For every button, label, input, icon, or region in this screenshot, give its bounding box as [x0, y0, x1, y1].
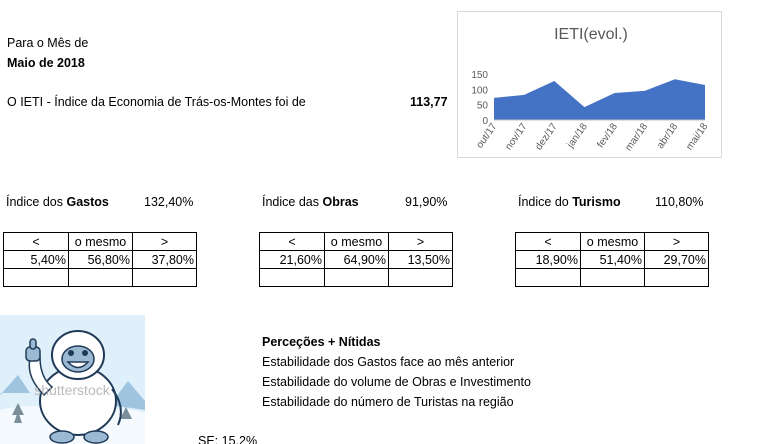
- index-turismo-prefix: Índice do: [518, 195, 573, 209]
- x-tick-label: mar/18: [623, 121, 650, 153]
- x-tick-label: jan/18: [565, 121, 590, 151]
- header-less[interactable]: <: [515, 232, 581, 251]
- table-row: 18,90% 51,40% 29,70%: [515, 250, 709, 269]
- table-row: 5,40% 56,80% 37,80%: [3, 250, 197, 269]
- cell-less[interactable]: 18,90%: [515, 250, 581, 269]
- index-turismo-name: Turismo: [572, 195, 621, 209]
- table-row: 21,60% 64,90% 13,50%: [259, 250, 453, 269]
- index-gastos-name: Gastos: [66, 195, 109, 209]
- ieti-chart[interactable]: IETI(evol.) 0 50 100 150 out/17 nov/17 dez/17…: [457, 11, 722, 158]
- month-label: Para o Mês de: [7, 36, 89, 50]
- table-row-empty: [259, 268, 453, 287]
- header-more[interactable]: >: [644, 232, 709, 251]
- table-row-empty: [3, 268, 197, 287]
- cell-less[interactable]: 21,60%: [259, 250, 325, 269]
- x-tick-label: dez/17: [534, 121, 560, 152]
- x-tick-label: mai/18: [684, 121, 710, 152]
- x-tick-label: out/17: [474, 121, 499, 150]
- table-gastos: < o mesmo > 5,40% 56,80% 37,80%: [3, 232, 197, 287]
- index-gastos-label: Índice dos Gastos: [6, 195, 109, 209]
- index-gastos-prefix: Índice dos: [6, 195, 67, 209]
- x-tick-label: abr/18: [655, 121, 681, 151]
- header-same[interactable]: o mesmo: [580, 232, 645, 251]
- cell-empty[interactable]: [68, 268, 133, 287]
- index-gastos-value: 132,40%: [144, 195, 194, 209]
- cell-more[interactable]: 13,50%: [388, 250, 453, 269]
- table-row-empty: [515, 268, 709, 287]
- cell-same[interactable]: 51,40%: [580, 250, 645, 269]
- cell-empty[interactable]: [259, 268, 325, 287]
- index-turismo-label: Índice do Turismo: [518, 195, 621, 209]
- cell-same[interactable]: 64,90%: [324, 250, 389, 269]
- header-more[interactable]: >: [388, 232, 453, 251]
- chart-title: IETI(evol.): [554, 26, 628, 43]
- y-tick-label: 100: [471, 85, 488, 96]
- yeti-thumbs-up-icon: shutterstock: [0, 315, 145, 444]
- cell-empty[interactable]: [132, 268, 197, 287]
- cell-less[interactable]: 5,40%: [3, 250, 69, 269]
- cell-empty[interactable]: [388, 268, 453, 287]
- x-tick-label: nov/17: [503, 121, 529, 152]
- ieti-value: 113,77: [410, 95, 448, 109]
- ieti-area-series[interactable]: [494, 79, 705, 120]
- cell-empty[interactable]: [3, 268, 69, 287]
- cell-empty[interactable]: [580, 268, 645, 287]
- watermark-text: shutterstock: [34, 382, 110, 398]
- table-header-row: < o mesmo >: [3, 232, 197, 251]
- index-obras-prefix: Índice das: [262, 195, 323, 209]
- index-obras-name: Obras: [322, 195, 359, 209]
- x-tick-label: fev/18: [595, 121, 620, 150]
- header-same[interactable]: o mesmo: [68, 232, 133, 251]
- cell-empty[interactable]: [515, 268, 581, 287]
- index-obras-value: 91,90%: [405, 195, 448, 209]
- cell-more[interactable]: 37,80%: [132, 250, 197, 269]
- y-tick-label: 0: [482, 116, 488, 127]
- cell-empty[interactable]: [324, 268, 389, 287]
- perception-item-gastos: Estabilidade dos Gastos face ao mês ante…: [262, 355, 515, 369]
- se-label: SE: 15,2%: [198, 434, 258, 444]
- perception-item-turismo: Estabilidade do número de Turistas na re…: [262, 395, 514, 409]
- ieti-chart-svg: IETI(evol.) 0 50 100 150 out/17 nov/17 dez/17…: [471, 26, 710, 153]
- y-tick-label: 150: [471, 70, 488, 81]
- cell-same[interactable]: 56,80%: [68, 250, 133, 269]
- yeti-image: shutterstock: [0, 315, 145, 444]
- month-value: Maio de 2018: [7, 56, 85, 70]
- perception-item-obras: Estabilidade do volume de Obras e Invest…: [262, 375, 531, 389]
- header-same[interactable]: o mesmo: [324, 232, 389, 251]
- cell-empty[interactable]: [644, 268, 709, 287]
- index-obras-label: Índice das Obras: [262, 195, 359, 209]
- y-tick-label: 50: [477, 101, 489, 112]
- header-less[interactable]: <: [259, 232, 325, 251]
- table-header-row: < o mesmo >: [259, 232, 453, 251]
- ieti-sentence: O IETI - Índice da Economia de Trás-os-M…: [7, 95, 306, 109]
- table-header-row: < o mesmo >: [515, 232, 709, 251]
- header-more[interactable]: >: [132, 232, 197, 251]
- index-turismo-value: 110,80%: [655, 195, 704, 209]
- header-less[interactable]: <: [3, 232, 69, 251]
- cell-more[interactable]: 29,70%: [644, 250, 709, 269]
- table-turismo: < o mesmo > 18,90% 51,40% 29,70%: [515, 232, 709, 287]
- perceptions-title: Perceções + Nítidas: [262, 335, 381, 349]
- table-obras: < o mesmo > 21,60% 64,90% 13,50%: [259, 232, 453, 287]
